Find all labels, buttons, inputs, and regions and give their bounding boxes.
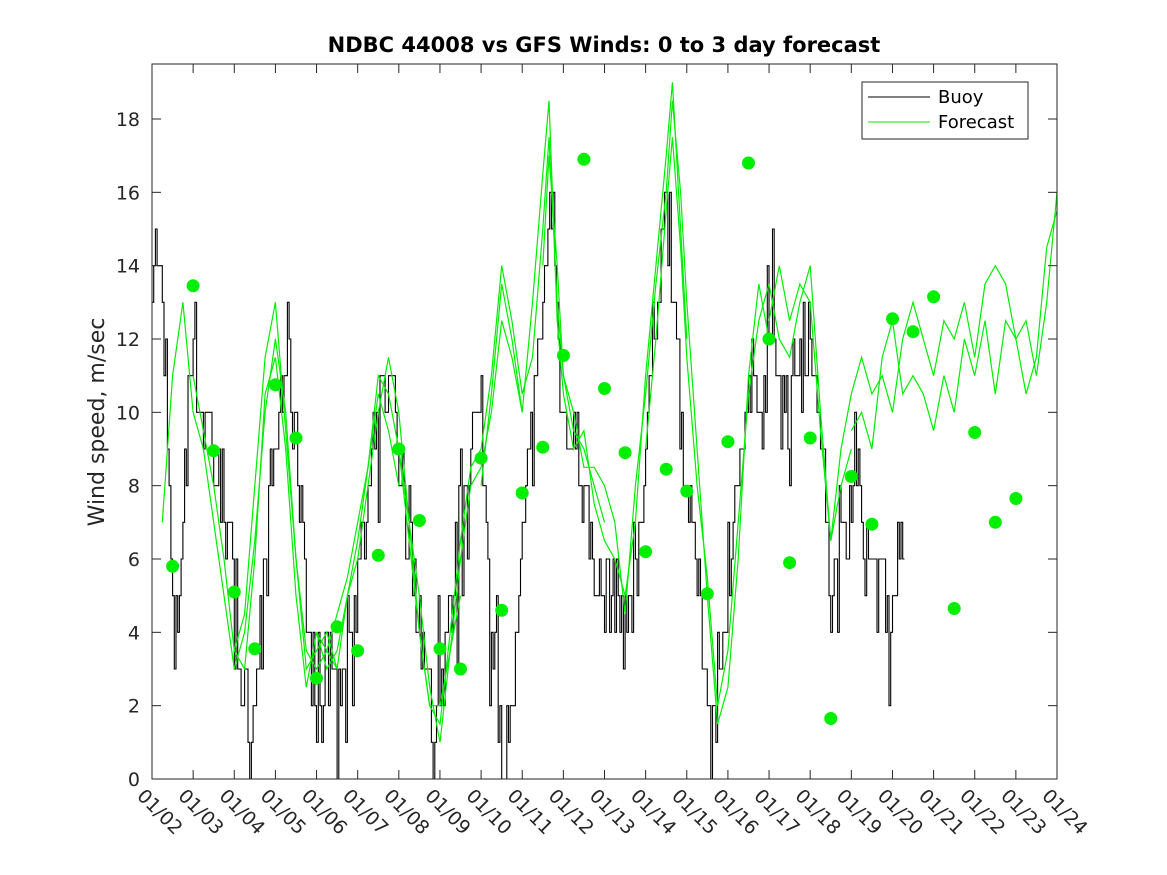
forecast-line-8 xyxy=(645,137,852,706)
y-tick-label: 4 xyxy=(128,622,140,644)
forecast-markers xyxy=(166,152,1023,725)
forecast-line-3 xyxy=(233,302,462,743)
forecast-marker xyxy=(227,585,241,599)
legend-buoy-label: Buoy xyxy=(938,87,984,108)
forecast-line-7 xyxy=(542,100,770,725)
forecast-marker xyxy=(659,462,673,476)
forecast-marker xyxy=(577,152,591,166)
forecast-marker xyxy=(186,279,200,293)
forecast-marker xyxy=(742,156,755,170)
forecast-marker xyxy=(824,712,838,725)
forecast-marker xyxy=(1009,492,1023,505)
forecast-line-5 xyxy=(398,137,606,726)
y-tick-label: 14 xyxy=(116,256,140,278)
y-axis-label: Wind speed, m/sec xyxy=(85,318,110,527)
forecast-marker xyxy=(721,435,735,449)
forecast-marker xyxy=(536,440,550,454)
forecast-marker xyxy=(330,620,344,634)
legend-forecast-label: Forecast xyxy=(938,112,1014,133)
forecast-marker xyxy=(906,325,920,339)
y-tick-label: 18 xyxy=(116,109,140,131)
buoy-line xyxy=(152,191,905,779)
legend-box xyxy=(861,81,1029,140)
legend: Buoy Forecast xyxy=(861,81,1029,140)
forecast-line-2 xyxy=(192,357,400,688)
chart-title: NDBC 44008 vs GFS Winds: 0 to 3 day fore… xyxy=(328,33,881,57)
forecast-marker xyxy=(310,671,323,685)
forecast-series xyxy=(161,82,1057,743)
forecast-marker xyxy=(803,431,817,445)
forecast-marker xyxy=(947,602,961,615)
forecast-marker xyxy=(886,312,899,326)
forecast-marker xyxy=(392,442,406,456)
forecast-marker xyxy=(639,545,653,559)
forecast-marker xyxy=(680,484,694,498)
forecast-marker xyxy=(783,556,797,570)
forecast-marker xyxy=(371,548,385,562)
y-axis: 0 2 4 6 8 10 12 14 16 18 xyxy=(116,109,1057,791)
forecast-marker xyxy=(412,514,426,527)
forecast-marker xyxy=(207,444,221,458)
forecast-marker xyxy=(968,426,982,439)
forecast-line-6 xyxy=(480,82,688,596)
forecast-marker xyxy=(556,349,570,362)
forecast-marker xyxy=(454,662,467,676)
forecast-marker xyxy=(248,642,262,656)
forecast-marker xyxy=(762,332,776,346)
forecast-marker xyxy=(618,446,632,460)
forecast-marker xyxy=(433,642,447,656)
forecast-marker xyxy=(700,587,714,601)
forecast-marker xyxy=(495,603,509,617)
forecast-marker xyxy=(927,290,941,304)
forecast-line-9 xyxy=(768,192,1057,541)
forecast-marker xyxy=(351,644,365,658)
forecast-marker xyxy=(988,515,1002,529)
forecast-marker xyxy=(268,378,282,392)
y-tick-label: 12 xyxy=(116,329,140,351)
forecast-line-10 xyxy=(850,210,1057,450)
forecast-marker xyxy=(289,431,303,445)
forecast-line-1 xyxy=(161,302,338,671)
buoy-series xyxy=(152,191,905,779)
forecast-marker xyxy=(598,382,611,395)
y-tick-label: 10 xyxy=(116,402,140,424)
y-tick-label: 0 xyxy=(128,769,140,791)
forecast-marker xyxy=(844,470,858,483)
y-tick-label: 6 xyxy=(128,549,140,571)
y-tick-label: 16 xyxy=(116,182,140,204)
forecast-marker xyxy=(474,451,488,465)
forecast-marker xyxy=(865,517,879,531)
y-tick-label: 2 xyxy=(128,696,140,718)
y-tick-label: 8 xyxy=(128,476,140,498)
forecast-marker xyxy=(166,559,180,573)
forecast-marker xyxy=(515,486,529,500)
